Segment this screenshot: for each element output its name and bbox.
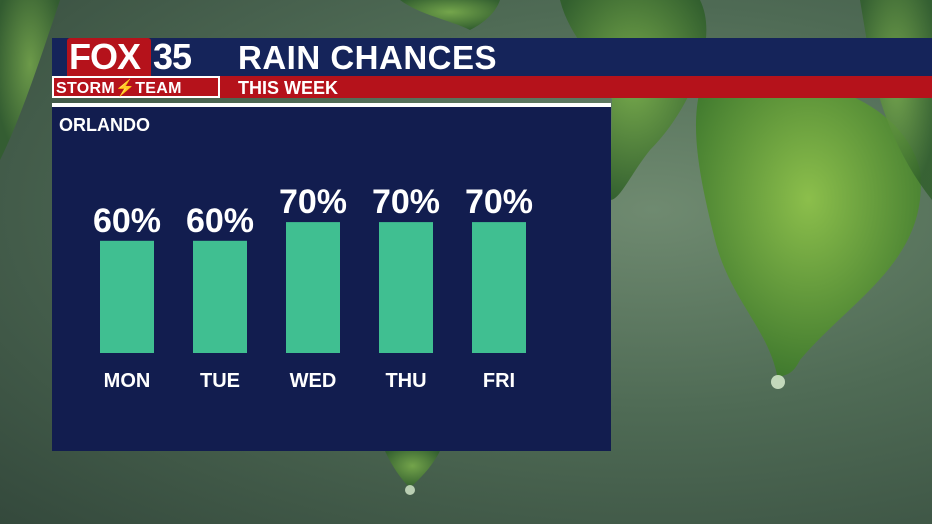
tick-label-tue: TUE: [200, 370, 240, 392]
data-label-fri: 70%: [465, 183, 533, 221]
tick-label-thu: THU: [385, 370, 426, 392]
header-subtitle-bar: [52, 76, 932, 98]
channel-number-text: 35: [153, 36, 192, 77]
data-label-mon: 60%: [93, 202, 161, 240]
bar-mon: [100, 240, 154, 353]
data-label-thu: 70%: [372, 183, 440, 221]
bar-thu: [379, 222, 433, 353]
location-label: ORLANDO: [59, 115, 150, 135]
data-label-tue: 60%: [186, 202, 254, 240]
bar-wed: [286, 222, 340, 353]
page-title: RAIN CHANCES: [238, 39, 498, 76]
fox-logo-box: [67, 38, 151, 76]
page-subtitle: THIS WEEK: [238, 78, 339, 98]
header-title-bar: [52, 38, 932, 76]
storm-team-badge: [52, 76, 220, 98]
rain-chance-bar-chart: 60% MON 60% TUE 70% WED 70% THU 70% FRI: [93, 183, 533, 392]
bar-fri: [472, 222, 526, 353]
storm-team-text: STORM⚡TEAM: [56, 80, 182, 97]
tick-label-mon: MON: [104, 370, 151, 392]
tick-label-fri: FRI: [483, 370, 515, 392]
data-label-wed: 70%: [279, 183, 347, 221]
fox-logo-text: FOX: [69, 36, 141, 77]
bar-tue: [193, 240, 247, 353]
tick-label-wed: WED: [290, 370, 337, 392]
